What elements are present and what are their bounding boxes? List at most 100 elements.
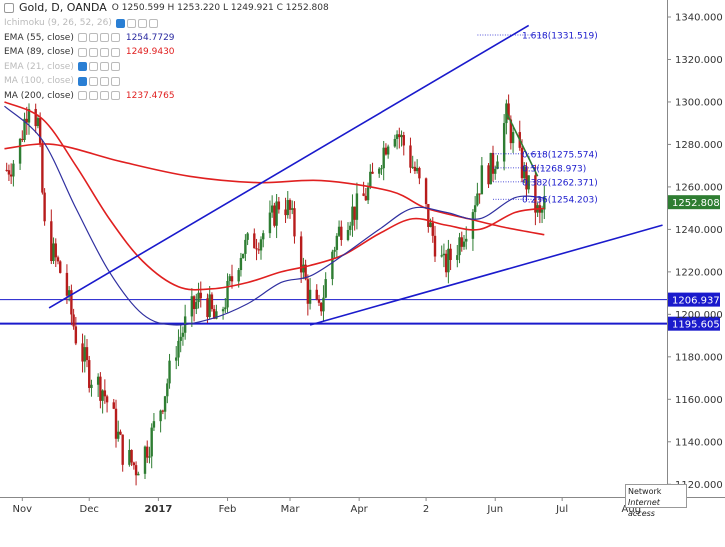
candle-body [317, 299, 321, 303]
x-tick-label: 2017 [144, 504, 172, 515]
remove-icon[interactable] [137, 18, 147, 28]
candle-body [175, 357, 178, 361]
candle-body [476, 193, 479, 206]
candle-body [228, 276, 231, 281]
candle-body [275, 201, 278, 226]
candle-body [168, 360, 171, 384]
candle-body [159, 410, 162, 422]
indicator-value: 1237.4765 [125, 90, 175, 101]
candle-body [447, 248, 450, 273]
indicator-row: EMA (89, close) 1249.9430 [4, 45, 175, 60]
indicator-row: Ichimoku (9, 26, 52, 26) [4, 16, 175, 31]
candle-body [88, 360, 91, 388]
settings-icon[interactable] [88, 33, 98, 43]
fib-label: 0.5(1268.973) [522, 164, 586, 174]
candle-body [128, 449, 131, 465]
ema55-line [4, 105, 545, 326]
indicator-controls [77, 33, 120, 43]
indicator-label: EMA (21, close) [4, 61, 74, 72]
indicator-label: Ichimoku (9, 26, 52, 26) [4, 18, 112, 28]
indicator-legend: Ichimoku (9, 26, 52, 26) EMA (55, close) 1… [4, 16, 175, 103]
more-icon[interactable] [148, 18, 158, 28]
candle-body [43, 192, 46, 222]
visibility-toggle-icon[interactable] [115, 18, 125, 28]
candle-body [161, 410, 165, 412]
y-tick-label: 1240.000 [675, 225, 723, 236]
fibonacci-levels: 1.618(1331.519) 0.618(1275.574) 0.5(1268.9… [477, 32, 598, 206]
candle-body [119, 431, 122, 435]
candle-body [424, 178, 428, 205]
more-icon[interactable] [110, 91, 120, 101]
candle-body [509, 119, 513, 144]
candle-body [523, 166, 526, 179]
candle-body [152, 421, 156, 428]
x-tick-label: Mar [281, 504, 301, 515]
candle-body [366, 187, 370, 201]
remove-icon[interactable] [99, 76, 109, 86]
moving-averages [4, 101, 545, 326]
candle-body [114, 408, 118, 439]
candle-body [5, 169, 8, 171]
collapse-toggle-icon[interactable] [4, 2, 14, 13]
candle-body [543, 196, 546, 210]
candle-body [72, 314, 75, 327]
settings-icon[interactable] [88, 91, 98, 101]
candle-body [478, 193, 481, 195]
settings-icon[interactable] [88, 76, 98, 86]
candle-body [50, 221, 53, 261]
candle-body [324, 279, 327, 298]
ema89-line [4, 101, 545, 291]
remove-icon[interactable] [99, 47, 109, 57]
indicator-row: MA (200, close) 1237.4765 [4, 89, 175, 104]
candle-body [36, 118, 40, 127]
candle-body [487, 165, 490, 185]
candle-body [74, 326, 78, 344]
candle-body [393, 138, 397, 147]
candle-body [208, 294, 211, 318]
tooltip-line2: Internet access [628, 498, 660, 518]
remove-icon[interactable] [99, 33, 109, 43]
candle-body [41, 144, 44, 193]
candle-body [210, 294, 214, 310]
y-tick-label: 1280.000 [675, 140, 723, 151]
visibility-toggle-icon[interactable] [77, 33, 87, 43]
candle-body [395, 134, 399, 139]
visibility-toggle-icon[interactable] [77, 47, 87, 57]
candle-body [212, 309, 216, 319]
visibility-toggle-icon[interactable] [77, 76, 87, 86]
visibility-toggle-icon[interactable] [77, 62, 87, 72]
remove-icon[interactable] [99, 62, 109, 72]
tooltip-line1: Network [628, 487, 662, 496]
candle-body [224, 307, 227, 310]
axes: 1120.000 1140.000 1160.000 1180.000 1200.000… [0, 0, 725, 515]
candle-body [21, 138, 24, 140]
candle-body [117, 431, 120, 439]
candle-body [507, 103, 510, 120]
fib-label: 0.236(1254.203) [522, 196, 598, 206]
candle-body [540, 209, 544, 213]
candle-body [353, 206, 356, 220]
candle-body [273, 205, 276, 226]
settings-icon[interactable] [126, 18, 136, 28]
more-icon[interactable] [110, 33, 120, 43]
more-icon[interactable] [110, 47, 120, 57]
fib-label: 0.382(1262.371) [522, 178, 598, 188]
indicator-value: 1254.7729 [125, 32, 175, 43]
candle-body [226, 280, 229, 308]
candle-body [85, 347, 89, 361]
candle-body [355, 193, 359, 220]
settings-icon[interactable] [88, 47, 98, 57]
remove-icon[interactable] [99, 91, 109, 101]
candle-body [34, 108, 37, 127]
candle-body [197, 292, 200, 303]
indicator-controls [77, 62, 120, 72]
more-icon[interactable] [110, 62, 120, 72]
settings-icon[interactable] [88, 62, 98, 72]
candle-body [494, 168, 497, 174]
indicator-controls [77, 76, 120, 86]
candle-body [286, 200, 289, 216]
more-icon[interactable] [110, 76, 120, 86]
visibility-toggle-icon[interactable] [77, 91, 87, 101]
level-price-label: 1206.937 [672, 296, 720, 307]
